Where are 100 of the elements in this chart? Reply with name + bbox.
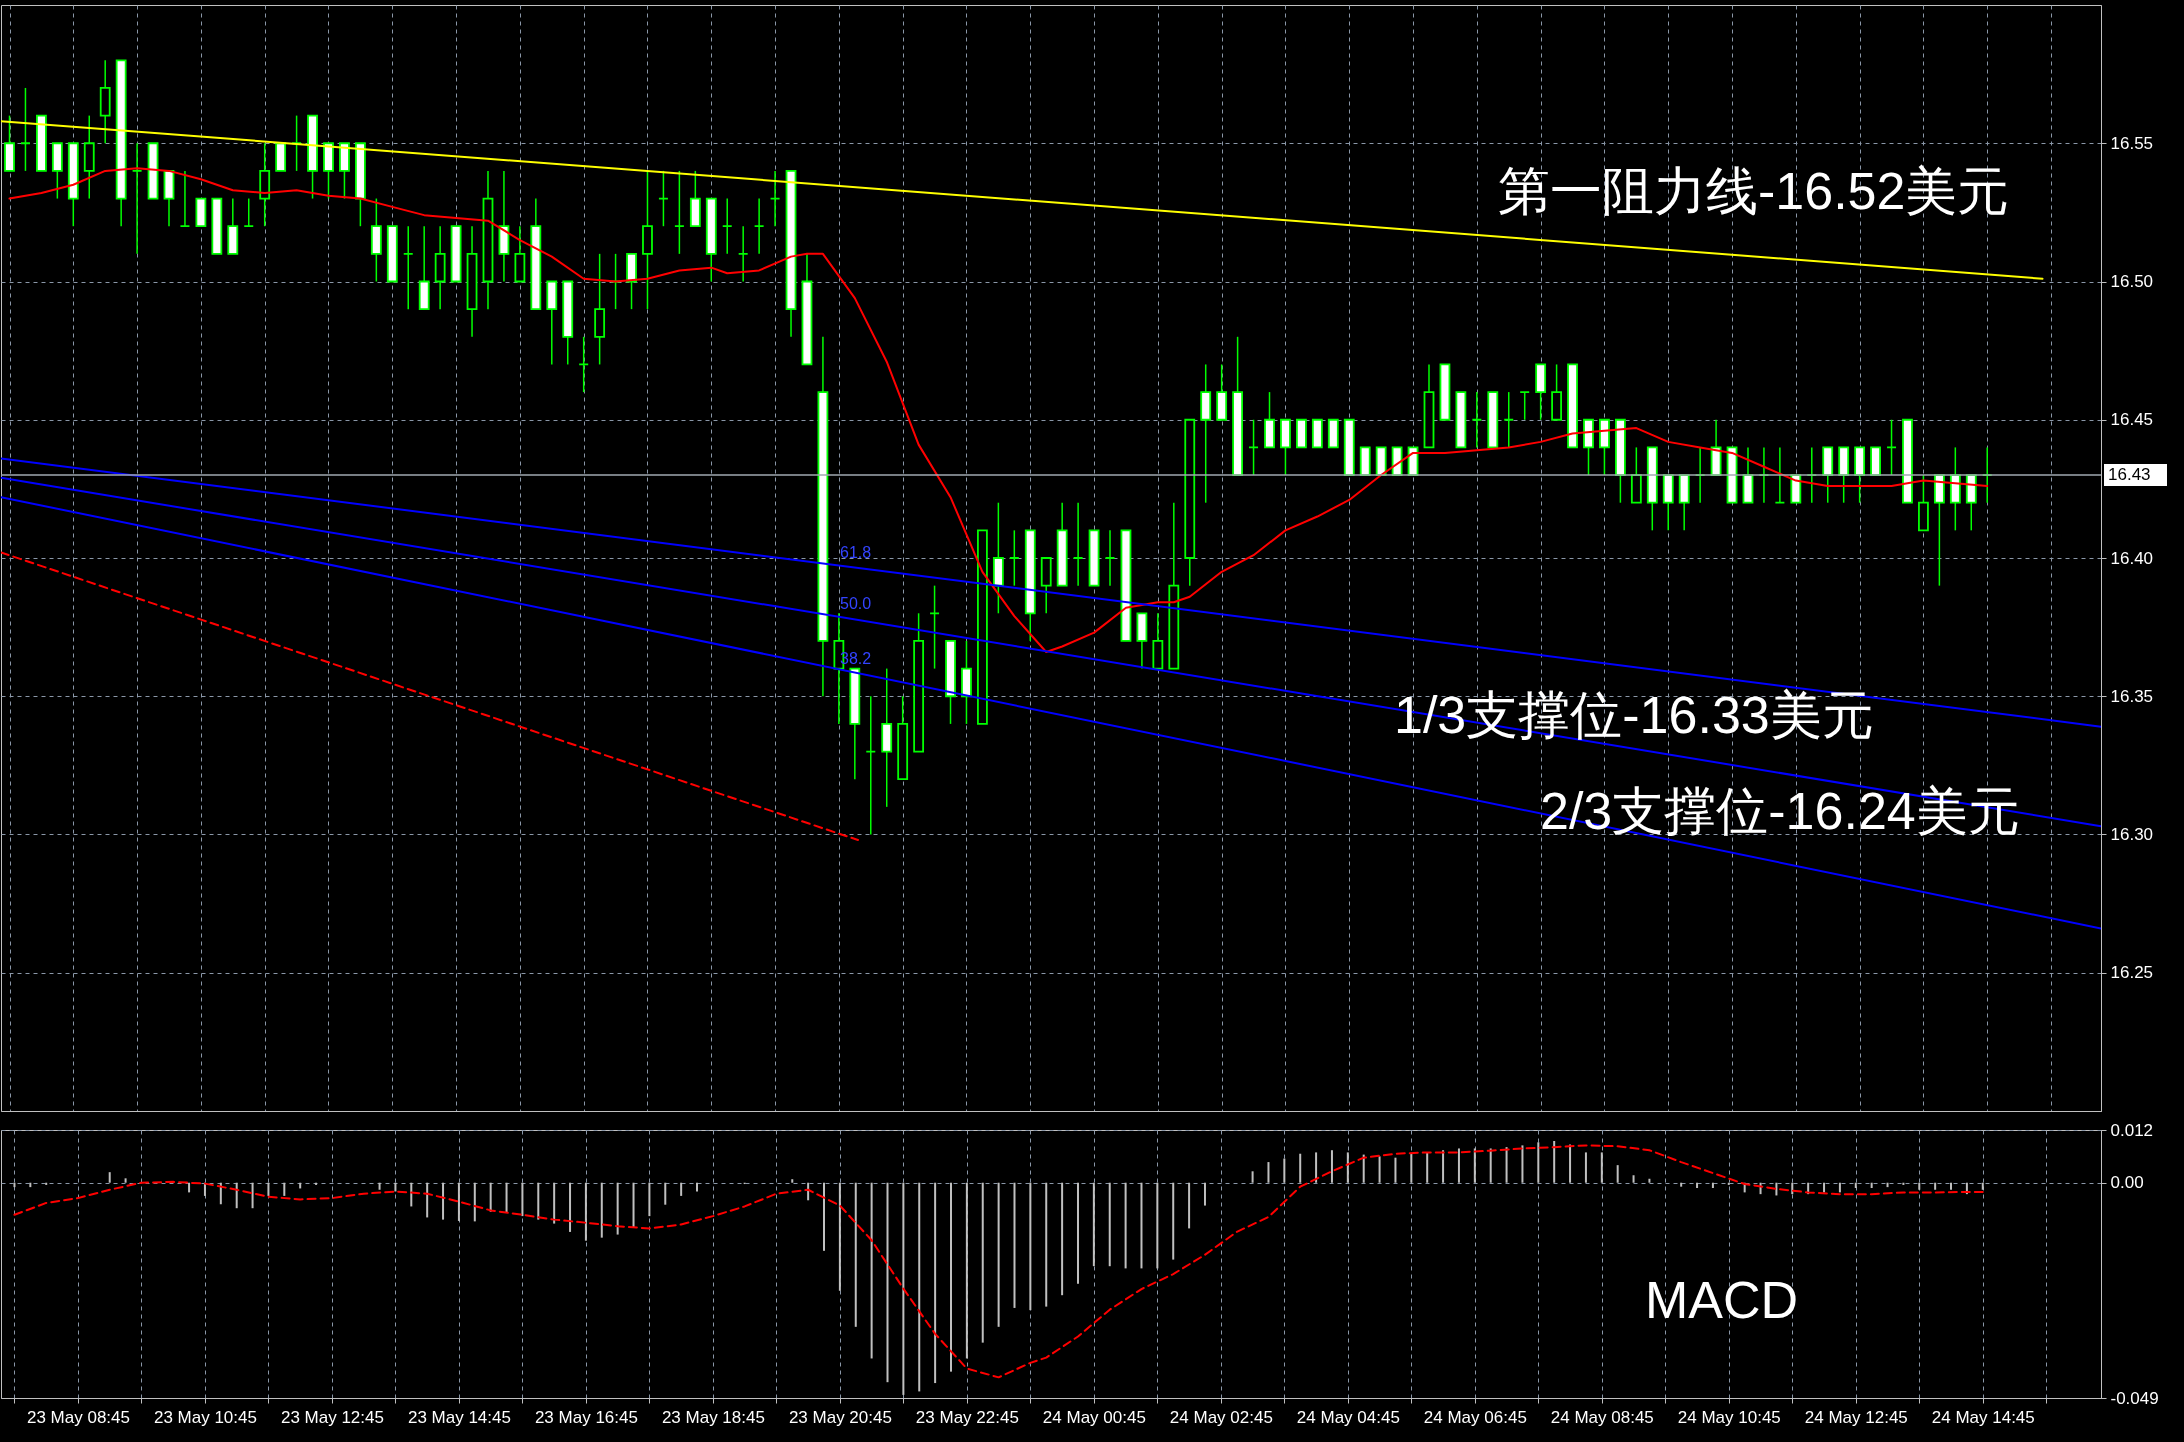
bar [1457, 1148, 1460, 1183]
y-tick-label: 16.55 [2110, 133, 2154, 153]
bar [505, 1182, 508, 1213]
bar [124, 1178, 127, 1183]
bar [299, 1182, 302, 1189]
bar [1950, 1182, 1953, 1190]
bar [632, 1182, 635, 1228]
bar [1521, 1145, 1524, 1183]
bar [45, 1182, 48, 1185]
bar [473, 1182, 476, 1222]
bar [537, 1182, 540, 1220]
bar [267, 1182, 270, 1196]
bar [553, 1182, 556, 1224]
x-tick-label: 24 May 02:45 [1169, 1407, 1273, 1427]
y-tick-label: 16.25 [2110, 963, 2154, 983]
bar [1283, 1158, 1286, 1183]
bar [870, 1182, 873, 1359]
bar [1632, 1175, 1635, 1183]
bar [1394, 1157, 1397, 1183]
bar [1505, 1147, 1508, 1183]
bar [981, 1182, 984, 1343]
bar [569, 1182, 572, 1232]
ref-line-label: 16.43 [2108, 465, 2151, 485]
x-tick-label: 24 May 00:45 [1042, 1407, 1146, 1427]
bar [457, 1182, 460, 1221]
annotation: 50.0 [840, 595, 872, 612]
bar [1616, 1165, 1619, 1183]
bar [394, 1182, 397, 1192]
bar [489, 1182, 492, 1212]
bar [188, 1182, 191, 1193]
y-tick-label: 16.40 [2110, 548, 2154, 568]
bar [1537, 1142, 1540, 1183]
bar [1203, 1182, 1206, 1206]
x-tick-label: 23 May 16:45 [534, 1407, 638, 1427]
bar [1045, 1182, 1048, 1307]
bar [600, 1182, 603, 1238]
bar [1600, 1152, 1603, 1183]
bar [1934, 1182, 1937, 1190]
bar [1172, 1182, 1175, 1260]
y-tick-label: 16.50 [2110, 272, 2154, 291]
bar [854, 1182, 857, 1327]
bar [1188, 1182, 1191, 1229]
bar [426, 1182, 429, 1218]
bar [791, 1179, 794, 1183]
bar [283, 1182, 286, 1196]
bar [1584, 1152, 1587, 1183]
bar [902, 1182, 905, 1395]
bar [918, 1182, 921, 1392]
bar [823, 1182, 826, 1251]
y-tick-label: 0.012 [2110, 1120, 2154, 1140]
bar [950, 1182, 952, 1372]
bar [1711, 1182, 1714, 1188]
bar [1823, 1182, 1826, 1193]
x-tick-label: 23 May 22:45 [915, 1407, 1019, 1427]
bar [1854, 1182, 1857, 1188]
y-tick-label: 0.00 [2110, 1173, 2144, 1193]
bar [696, 1182, 699, 1192]
annotation: MACD [1645, 1271, 1799, 1329]
bar [1076, 1182, 1079, 1284]
bar [521, 1182, 524, 1217]
bar [315, 1182, 318, 1185]
bar [1489, 1148, 1492, 1183]
bar [1981, 1182, 1984, 1190]
x-tick-label: 23 May 12:45 [280, 1407, 384, 1427]
bar [1029, 1182, 1032, 1311]
bar [1346, 1152, 1349, 1183]
bar [1124, 1182, 1127, 1269]
bar [1426, 1152, 1429, 1183]
bar [1727, 1182, 1730, 1185]
bar [1378, 1156, 1381, 1183]
annotation: 第一阻力线-16.52美元 [1498, 162, 2010, 220]
bar [1061, 1182, 1064, 1296]
bar [616, 1182, 619, 1235]
x-tick-label: 24 May 14:45 [1931, 1407, 2035, 1427]
bar [584, 1182, 587, 1241]
bar [1410, 1153, 1413, 1183]
bar [410, 1182, 413, 1207]
bar [1156, 1182, 1159, 1269]
y-tick-label: 16.45 [2110, 410, 2154, 430]
bar [1251, 1171, 1254, 1183]
y-tick-label: 16.30 [2110, 825, 2154, 844]
bar [1330, 1150, 1333, 1183]
bar [378, 1182, 381, 1190]
bar [997, 1182, 1000, 1327]
x-tick-label: 23 May 18:45 [661, 1407, 765, 1427]
bar [934, 1182, 937, 1384]
bar [1315, 1152, 1318, 1183]
x-tick-label: 23 May 20:45 [788, 1407, 892, 1427]
bar [1870, 1182, 1873, 1188]
bar [1299, 1153, 1302, 1183]
x-tick-label: 24 May 10:45 [1677, 1407, 1781, 1427]
bar [1553, 1140, 1556, 1183]
x-tick-label: 23 May 14:45 [407, 1407, 511, 1427]
bar [648, 1182, 651, 1217]
bar [664, 1182, 667, 1205]
bar [1442, 1150, 1445, 1183]
bar [1648, 1178, 1651, 1183]
bar [1267, 1162, 1270, 1183]
bar [1473, 1148, 1476, 1183]
bar [235, 1182, 238, 1209]
